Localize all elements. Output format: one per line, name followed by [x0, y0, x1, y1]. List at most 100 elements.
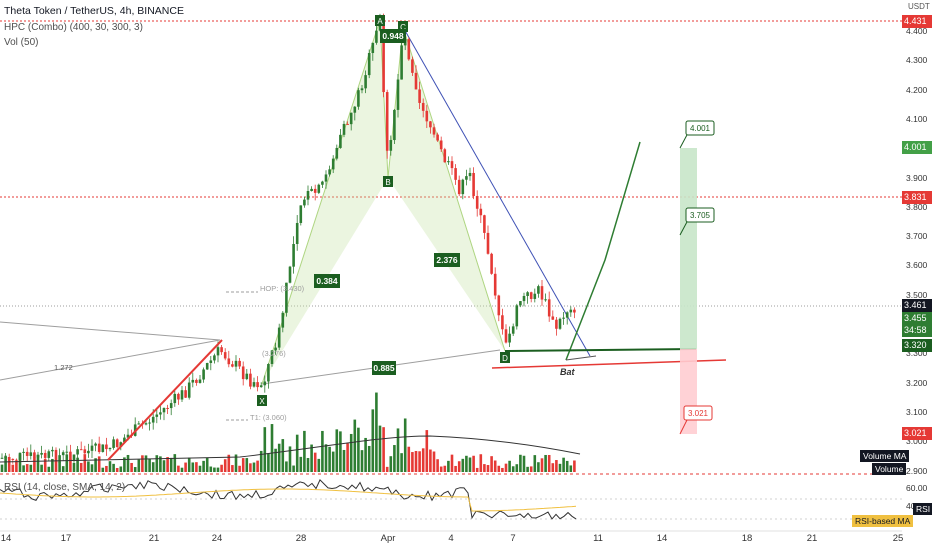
candle-body	[191, 379, 195, 383]
volume-bar	[72, 462, 76, 472]
volume-bar	[573, 460, 576, 472]
target-callout-3021: 3.021	[679, 405, 713, 435]
volume-bar	[36, 455, 40, 472]
volume-bar	[144, 455, 148, 472]
volume-bar	[141, 455, 144, 472]
volume-bar	[162, 460, 166, 472]
candle-body	[72, 454, 76, 461]
candle-body	[263, 381, 267, 386]
price-tag-3320: 3.320	[902, 339, 932, 352]
ratio-box-0948: 0.948	[380, 29, 406, 43]
volume-bar	[87, 461, 90, 472]
candle-body	[216, 347, 220, 356]
volume-bar	[241, 458, 245, 472]
volume-bar	[555, 460, 558, 472]
support-line-green	[504, 348, 697, 352]
candle-body	[317, 184, 321, 193]
volume-bar	[112, 463, 115, 472]
candle-body	[198, 379, 202, 383]
candle-body	[547, 299, 551, 317]
price-axis-tick: 2.900	[906, 465, 928, 476]
svg-text:3.021: 3.021	[688, 409, 709, 418]
volume-bar	[90, 464, 94, 472]
volume-bar	[511, 466, 515, 472]
candle-body	[407, 39, 411, 60]
countdown-tag: 34:58	[902, 324, 932, 337]
indicator-vol-label[interactable]: Vol (50)	[4, 37, 39, 48]
volume-bar	[25, 464, 29, 472]
volume-bar	[472, 455, 475, 472]
candle-body	[360, 88, 364, 91]
volume-bar	[353, 419, 357, 472]
candle-body	[490, 253, 493, 274]
indicator-rsi-label[interactable]: RSI (14, close, SMA, 14, 2)	[4, 482, 126, 493]
rsi-tag: RSI	[913, 503, 932, 515]
price-axis-tick: 4.300	[906, 55, 928, 66]
rsi-ma-tag: RSI-based MA	[852, 515, 914, 527]
volume-bar	[537, 462, 540, 472]
volume-tag: Volume	[872, 463, 907, 475]
volume-bar	[317, 458, 321, 472]
candle-body	[299, 205, 303, 223]
candle-body	[173, 393, 177, 404]
candle-body	[501, 315, 504, 330]
candle-body	[364, 75, 367, 89]
time-axis-tick: 11	[593, 533, 603, 544]
volume-bar	[493, 460, 497, 472]
volume-bar	[414, 450, 418, 472]
volume-bar	[339, 431, 342, 472]
candle-body	[465, 176, 468, 180]
ratio-box-2376: 2.376	[434, 253, 460, 267]
candle-body	[389, 140, 393, 151]
svg-text:0.384: 0.384	[316, 276, 338, 286]
time-axis-tick: 14	[0, 533, 12, 544]
candle-body	[25, 451, 29, 456]
candle-body	[43, 452, 47, 458]
candle-body	[281, 312, 285, 328]
candle-body	[432, 127, 436, 135]
volume-bar	[360, 450, 364, 472]
candle-body	[346, 123, 349, 125]
candle-body	[54, 449, 58, 463]
indicator-hpc-label[interactable]: HPC (Combo) (400, 30, 300, 3)	[4, 22, 143, 33]
pattern-label-c: C	[398, 21, 408, 32]
candle-body	[227, 358, 231, 365]
candle-body	[0, 457, 4, 459]
svg-text:X: X	[259, 397, 265, 406]
volume-bar	[169, 457, 173, 472]
candle-body	[468, 172, 472, 177]
volume-bar	[277, 443, 281, 472]
volume-bar	[18, 454, 22, 472]
price-tag-3831: 3.831	[902, 191, 932, 204]
candle-body	[184, 390, 187, 398]
candle-body	[429, 121, 432, 128]
svg-text:3.705: 3.705	[690, 211, 711, 220]
volume-bar	[187, 457, 191, 472]
volume-bar	[137, 459, 141, 472]
candle-body	[169, 403, 173, 409]
volume-bar	[123, 457, 126, 472]
price-axis-tick: 4.100	[906, 113, 928, 124]
candle-body	[385, 92, 389, 151]
svg-text:0.885: 0.885	[373, 363, 395, 373]
candle-body	[357, 90, 360, 107]
candle-body	[565, 312, 569, 318]
ratio-box-0384: 0.384	[314, 274, 340, 288]
volume-bars	[0, 392, 576, 472]
candle-body	[486, 232, 490, 254]
volume-bar	[385, 466, 389, 472]
volume-bar	[375, 392, 378, 472]
candle-body	[425, 110, 429, 122]
price-axis-unit: USDT	[908, 2, 930, 11]
candle-body	[508, 333, 511, 343]
candle-body	[411, 59, 414, 73]
candle-body	[267, 363, 270, 382]
volume-bar	[22, 465, 25, 472]
time-axis-tick: 14	[656, 533, 668, 544]
volume-bar	[457, 461, 461, 472]
candle-body	[475, 195, 479, 209]
projection-line-2	[0, 339, 221, 381]
volume-bar	[76, 457, 79, 472]
candle-body	[162, 407, 166, 413]
